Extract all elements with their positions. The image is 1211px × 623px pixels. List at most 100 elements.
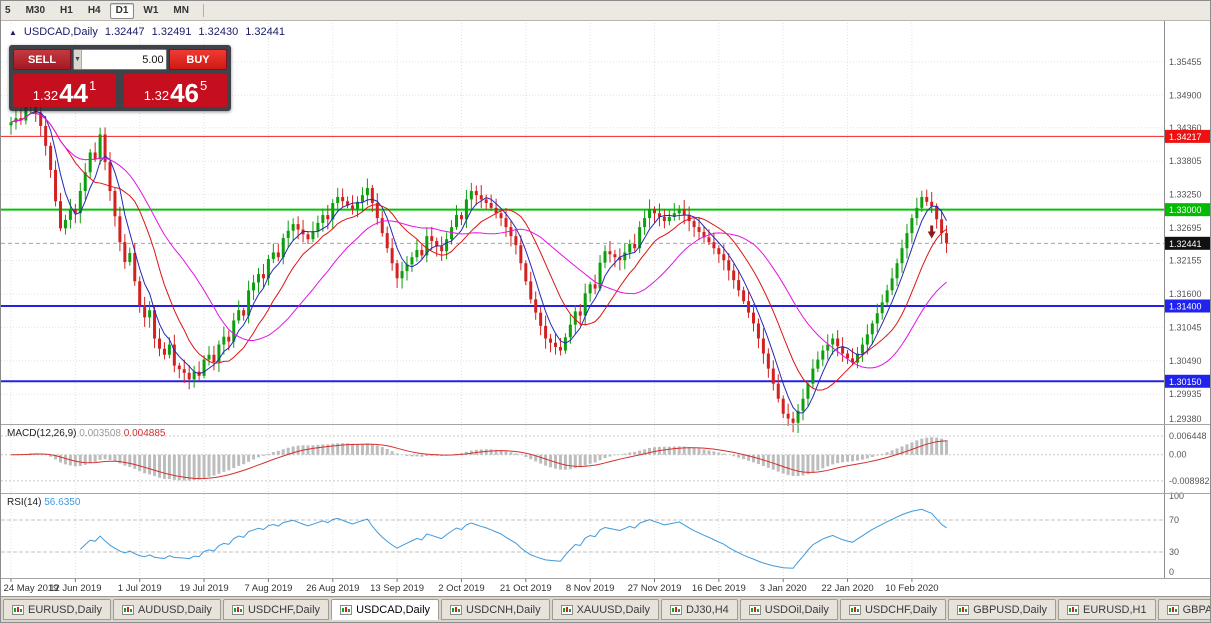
- chart-area: MACD(12,26,9) 0.003508 0.004885 0.006448 0…: [1, 21, 1211, 598]
- date-axis-label: 26 Aug 2019: [306, 583, 359, 594]
- chart-tab-icon: [450, 604, 463, 615]
- one-click-collapse-icon[interactable]: ▲: [9, 27, 17, 37]
- price-axis-label: 1.29380: [1169, 414, 1202, 424]
- price-axis[interactable]: 1.35455 1.34900 1.34360 1.33805 1.33250 1.326…: [1, 21, 1211, 579]
- chart-tab-icon: [1067, 604, 1080, 615]
- chart-tab-usdchfdaily[interactable]: USDCHF,Daily: [839, 599, 947, 620]
- chart-tab-xauusddaily[interactable]: XAUUSD,Daily: [551, 599, 659, 620]
- price-badge-label: 1.30150: [1169, 377, 1202, 387]
- date-axis-label: 19 Jul 2019: [179, 583, 228, 594]
- date-axis-label: 12 Jun 2019: [49, 583, 101, 594]
- chart-tab-label: DJ30,H4: [685, 603, 729, 616]
- buy-button[interactable]: BUY: [169, 49, 227, 70]
- date-axis-label: 13 Sep 2019: [370, 583, 424, 594]
- timeframe-button-h1[interactable]: H1: [60, 4, 73, 16]
- date-axis-label: 3 Jan 2020: [760, 583, 807, 594]
- date-axis-label: 10 Feb 2020: [885, 583, 938, 594]
- ohlc-high: 1.32491: [151, 26, 192, 38]
- chart-tab-audusddaily[interactable]: AUDUSD,Daily: [112, 599, 221, 620]
- price-axis-label: 1.29935: [1169, 389, 1202, 399]
- timeframe-button-5[interactable]: 5: [5, 4, 11, 16]
- chart-tab-label: EURUSD,Daily: [28, 603, 102, 616]
- price-badge: [1165, 236, 1210, 250]
- sell-price-display[interactable]: 1.32 44 1: [13, 74, 116, 107]
- macd-axis-label: 0.00: [1169, 450, 1187, 460]
- timeframe-button-w1[interactable]: W1: [143, 4, 159, 16]
- macd-signal-line: [10, 440, 947, 480]
- rsi-axis-label: 70: [1169, 515, 1179, 525]
- chart-tab-label: USDCAD,Daily: [356, 603, 431, 616]
- chart-tab-label: XAUUSD,Daily: [576, 603, 650, 616]
- volume-dropdown-icon[interactable]: ▼: [74, 50, 82, 69]
- price-axis-label: 1.34360: [1169, 123, 1202, 133]
- sell-price-prefix: 1.32: [32, 88, 59, 103]
- rsi-axis-label: 0: [1169, 567, 1174, 577]
- timeframe-button-h4[interactable]: H4: [87, 4, 101, 16]
- chart-tab-label: USDCHF,Daily: [864, 603, 938, 616]
- chart-tab-usdoildaily[interactable]: USDOil,Daily: [739, 599, 838, 620]
- chart-tab-dj30h4[interactable]: DJ30,H4: [660, 599, 738, 620]
- timeframe-button-mn[interactable]: MN: [173, 4, 189, 16]
- chart-tab-label: EURUSD,H1: [1083, 603, 1147, 616]
- macd-panel: MACD(12,26,9) 0.003508 0.004885 0.006448 0…: [1, 428, 1210, 486]
- volume-input[interactable]: [81, 50, 166, 69]
- chart-symbol-period: USDCAD,Daily: [23, 26, 98, 38]
- date-axis-label: 21 Oct 2019: [500, 583, 552, 594]
- price-badge: [1165, 129, 1210, 143]
- rsi-line: [79, 508, 947, 569]
- volume-combo[interactable]: ▼: [73, 49, 167, 70]
- chart-tab-gbpaudh1[interactable]: GBPAUD,H1: [1157, 599, 1211, 620]
- price-axis-label: 1.31045: [1169, 322, 1202, 332]
- chart-tab-eurusdh1[interactable]: EURUSD,H1: [1058, 599, 1156, 620]
- chart-tab-icon: [848, 604, 861, 615]
- date-axis-label: 22 Jan 2020: [821, 583, 873, 594]
- chart-tab-icon: [560, 604, 573, 615]
- price-axis-label: 1.35455: [1169, 57, 1202, 67]
- ohlc-info: ▲ USDCAD,Daily 1.32447 1.32491 1.32430 1…: [9, 26, 285, 38]
- price-badge: [1165, 203, 1210, 217]
- horizontal-level-lines[interactable]: [1, 135, 1164, 383]
- chart-tab-usdcaddaily[interactable]: USDCAD,Daily: [331, 599, 440, 620]
- price-axis-label: 1.34900: [1169, 90, 1202, 100]
- price-badge-label: 1.31400: [1169, 301, 1202, 311]
- chart-tab-gbpusddaily[interactable]: GBPUSD,Daily: [948, 599, 1057, 620]
- sell-button[interactable]: SELL: [13, 49, 71, 70]
- moving-average-5: [10, 110, 947, 414]
- chart-tab-icon: [957, 604, 970, 615]
- ohlc-close: 1.32441: [245, 26, 285, 38]
- chart-tab-label: AUDUSD,Daily: [137, 603, 212, 616]
- chart-tab-icon: [231, 604, 244, 615]
- chart-tab-usdcnhdaily[interactable]: USDCNH,Daily: [441, 599, 550, 620]
- price-axis-label: 1.33805: [1169, 156, 1202, 166]
- price-axis-label: 1.32155: [1169, 256, 1202, 266]
- chart-tab-usdchfdaily[interactable]: USDCHF,Daily: [222, 599, 330, 620]
- price-badge-label: 1.34217: [1169, 132, 1202, 142]
- moving-average-24: [10, 112, 947, 369]
- macd-label: MACD(12,26,9) 0.003508 0.004885: [7, 428, 166, 439]
- chart-tab-label: GBPAUD,H1: [1182, 603, 1211, 616]
- chart-tab-icon: [340, 604, 353, 615]
- macd-axis-label: -0.008982: [1169, 476, 1210, 486]
- ohlc-open: 1.32447: [104, 26, 145, 38]
- buy-price-display[interactable]: 1.32 46 5: [124, 74, 227, 107]
- date-axis-label: 8 Nov 2019: [566, 583, 615, 594]
- timeframe-button-m30[interactable]: M30: [25, 4, 46, 16]
- date-axis-label: 1 Jul 2019: [118, 583, 162, 594]
- chart-tab-eurusddaily[interactable]: EURUSD,Daily: [3, 599, 111, 620]
- price-badge-label: 1.33000: [1169, 205, 1202, 215]
- chart-tab-label: USDCNH,Daily: [466, 603, 541, 616]
- buy-price-prefix: 1.32: [143, 88, 170, 103]
- price-axis-label: 1.33250: [1169, 190, 1202, 200]
- sell-arrow-marker[interactable]: [927, 225, 936, 239]
- buy-price-pips: 46: [170, 77, 199, 108]
- chart-tab-icon: [748, 604, 761, 615]
- price-badge: [1165, 299, 1210, 313]
- price-axis-label: 1.31600: [1169, 289, 1202, 299]
- ohlc-low: 1.32430: [198, 26, 239, 38]
- timeframe-button-d1[interactable]: D1: [109, 2, 135, 19]
- chart-grid: [1, 23, 1164, 578]
- date-axis-label: 27 Nov 2019: [628, 583, 682, 594]
